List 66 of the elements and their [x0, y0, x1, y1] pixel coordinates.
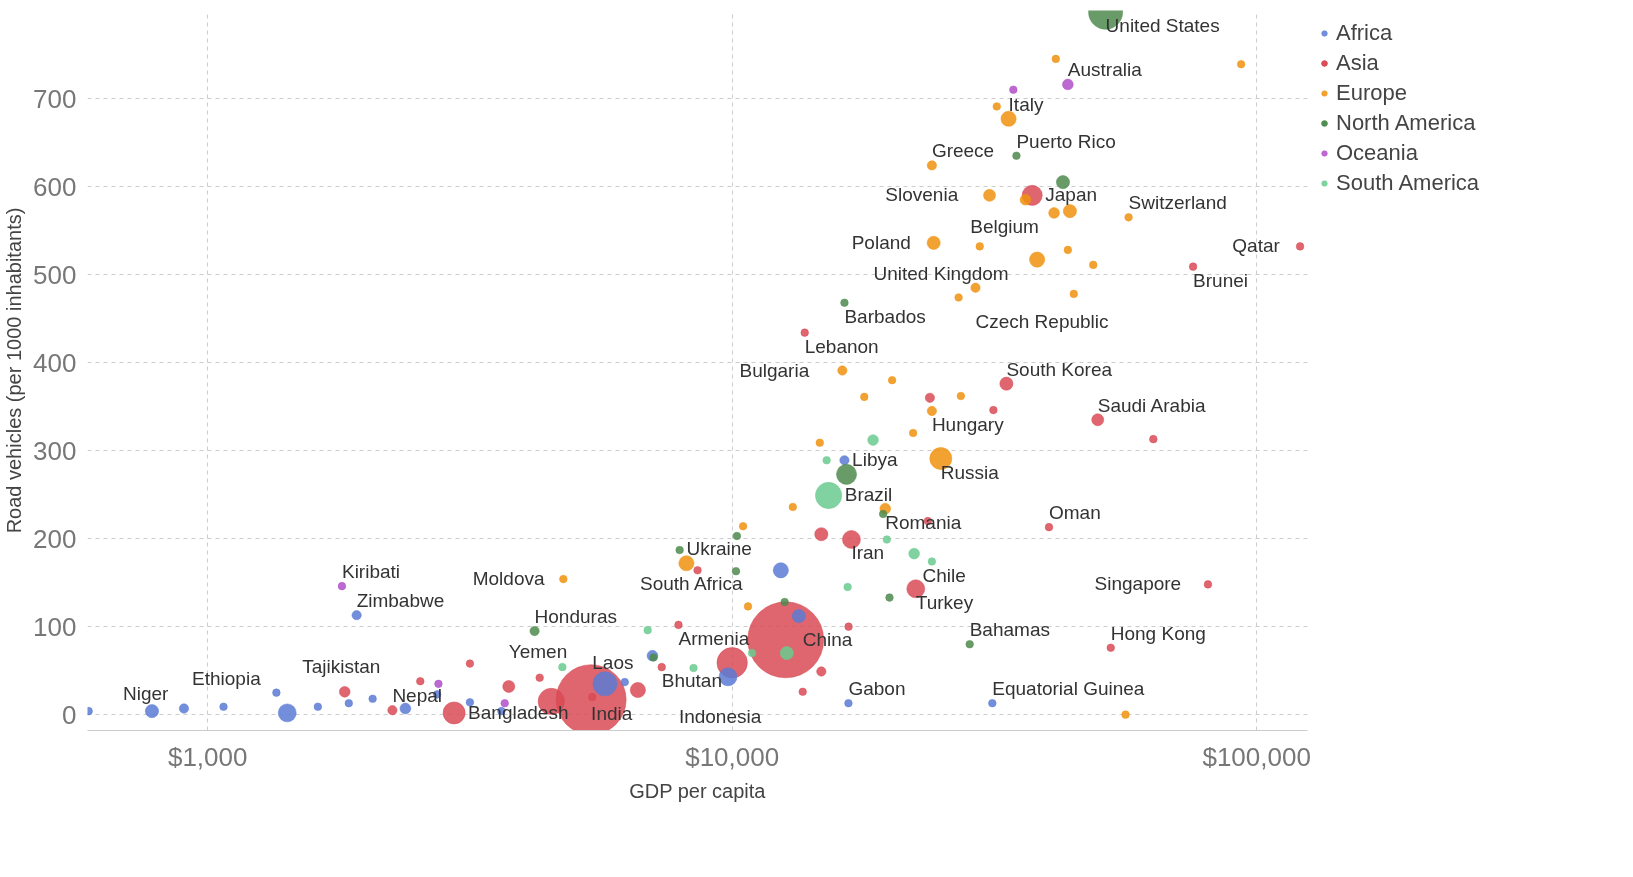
annotation: Hungary	[931, 413, 1005, 435]
annotation: Lebanon	[804, 335, 879, 357]
legend-label: Asia	[1336, 50, 1379, 76]
annotation: Turkey	[915, 591, 974, 613]
annotation: South Korea	[1006, 358, 1113, 380]
annotation: Bahamas	[969, 619, 1050, 641]
annotation: Bhutan	[661, 670, 722, 692]
annotation: Indonesia	[678, 705, 762, 727]
annotation: Romania	[885, 511, 962, 533]
annotation: Barbados	[844, 305, 926, 327]
x-tick-label: $10,000	[685, 741, 780, 772]
annotation: Singapore	[1094, 573, 1182, 595]
annotation: Oman	[1048, 502, 1101, 524]
annotation: Moldova	[472, 568, 545, 590]
annotation: Kiribati	[341, 561, 401, 583]
annotation: Qatar	[1232, 235, 1281, 257]
legend-label: Oceania	[1336, 140, 1418, 166]
x-tick-label: $1,000	[167, 741, 248, 772]
annotation: Poland	[851, 231, 911, 253]
legend-label: North America	[1336, 110, 1476, 136]
annotation: Iran	[851, 542, 885, 564]
annotation: Chile	[922, 564, 966, 586]
annotation: Italy	[1008, 93, 1044, 115]
x-axis-title: GDP per capita	[629, 779, 767, 802]
y-tick-label: 200	[33, 523, 77, 554]
annotation: Belgium	[970, 215, 1039, 237]
annotation: Honduras	[534, 606, 617, 628]
annotation: Australia	[1067, 59, 1143, 81]
annotation: United States	[1105, 15, 1220, 37]
y-tick-label: 400	[33, 347, 77, 378]
y-axis-title: Road vehicles (per 1000 inhabitants)	[3, 207, 26, 534]
annotation: South Africa	[640, 573, 743, 595]
annotation: Gabon	[848, 678, 906, 700]
annotation: Niger	[122, 683, 170, 705]
x-tick-label: $100,000	[1202, 741, 1311, 772]
annotation: Brunei	[1193, 269, 1248, 291]
annotation: Slovenia	[885, 184, 959, 206]
annotation: Puerto Rico	[1016, 130, 1116, 152]
annotation: Japan	[1045, 184, 1098, 206]
y-tick-label: 600	[33, 171, 77, 202]
annotation: Ethiopia	[192, 667, 262, 689]
annotation: Switzerland	[1128, 192, 1227, 214]
y-tick-label: 500	[33, 259, 77, 290]
y-tick-label: 0	[62, 699, 77, 730]
legend-label: Europe	[1336, 80, 1407, 106]
annotation: Russia	[940, 461, 1000, 483]
annotation: Ukraine	[686, 538, 752, 560]
annotation: Bulgaria	[739, 359, 810, 381]
annotation: Zimbabwe	[356, 590, 445, 612]
annotation: Czech Republic	[975, 310, 1109, 332]
annotation: Libya	[852, 449, 898, 471]
annotation: Greece	[931, 140, 995, 162]
y-tick-label: 700	[33, 83, 77, 114]
annotation: Yemen	[508, 641, 568, 663]
annotation: Saudi Arabia	[1097, 394, 1206, 416]
annotation: Tajikistan	[302, 656, 381, 678]
annotation: Equatorial Guinea	[992, 678, 1145, 700]
annotation: United Kingdom	[873, 262, 1009, 284]
annotation: Hong Kong	[1110, 622, 1206, 644]
annotation: Laos	[592, 652, 634, 674]
annotation: Brazil	[844, 484, 893, 506]
y-tick-label: 300	[33, 435, 77, 466]
legend-label: South America	[1336, 170, 1480, 196]
legend-label: Africa	[1336, 20, 1393, 46]
annotation: Nepal	[392, 685, 443, 707]
y-tick-label: 100	[33, 611, 77, 642]
